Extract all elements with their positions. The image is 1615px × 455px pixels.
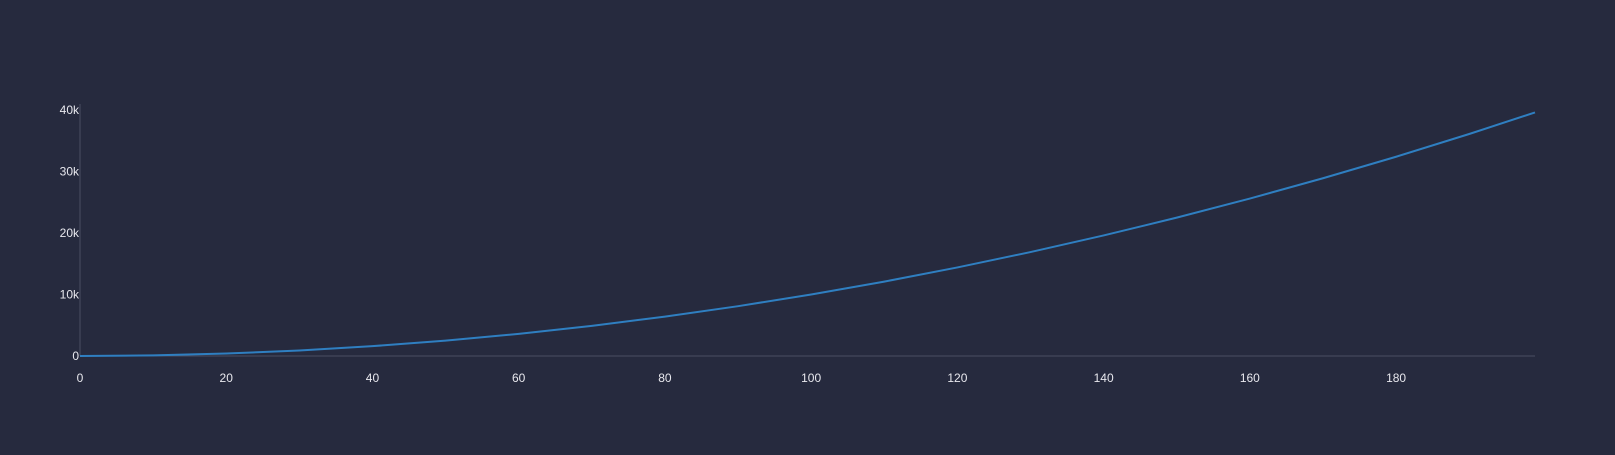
x-tick-label: 60 bbox=[512, 371, 526, 385]
x-tick-label: 180 bbox=[1386, 371, 1406, 385]
y-tick-label: 30k bbox=[60, 165, 80, 179]
x-tick-label: 0 bbox=[77, 371, 84, 385]
y-tick-label: 20k bbox=[60, 226, 80, 240]
series bbox=[79, 111, 1536, 357]
y-tick-label: 10k bbox=[60, 288, 80, 302]
x-tick-label: 20 bbox=[220, 371, 234, 385]
tick-labels: 0 20 40 60 80 100 120 140 160 180 0 10k 20k 30k 40k bbox=[60, 103, 1407, 385]
x-tick-label: 40 bbox=[366, 371, 380, 385]
y-tick-label: 0 bbox=[72, 349, 79, 363]
x-tick-label: 160 bbox=[1240, 371, 1260, 385]
x-tick-label: 120 bbox=[947, 371, 967, 385]
y-tick-label: 40k bbox=[60, 103, 80, 117]
series-line bbox=[79, 111, 1536, 357]
axes bbox=[79, 104, 1535, 357]
x-tick-label: 100 bbox=[801, 371, 821, 385]
x-tick-label: 80 bbox=[658, 371, 672, 385]
x-tick-label: 140 bbox=[1094, 371, 1114, 385]
